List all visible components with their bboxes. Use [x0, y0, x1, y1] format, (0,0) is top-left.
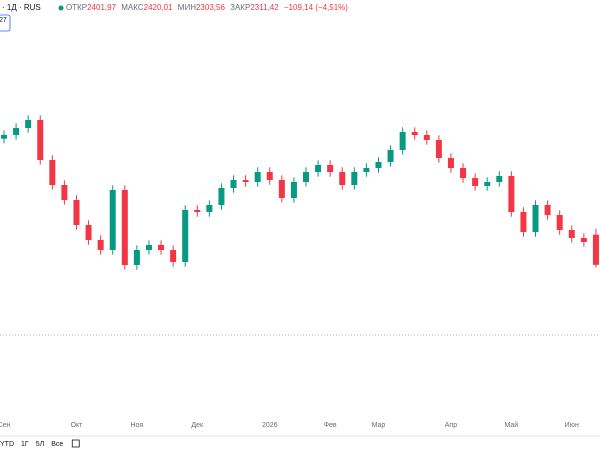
candle-body: [170, 250, 177, 262]
x-tick-label: 2026: [262, 422, 278, 429]
candle-body: [133, 250, 140, 265]
candle-body: [49, 160, 56, 185]
candle-body: [580, 238, 587, 242]
x-tick-label: Дек: [191, 422, 204, 429]
candle-body: [303, 172, 309, 182]
candle-body: [13, 128, 20, 135]
low-value: 2303,56: [196, 3, 225, 12]
calendar-icon[interactable]: [71, 439, 80, 448]
range-button[interactable]: 5Л: [36, 441, 45, 448]
candle-body: [339, 172, 346, 185]
candles: [1, 115, 599, 270]
candle-body: [230, 180, 237, 188]
candle-body: [194, 210, 201, 212]
candle-body: [315, 165, 322, 172]
candle-body: [145, 245, 152, 250]
candle-body: [544, 205, 551, 215]
candle-body: [532, 205, 539, 232]
close-label: ЗАКР: [230, 3, 250, 12]
candle-body: [484, 182, 491, 186]
candle-body: [556, 215, 563, 230]
symbol: · 1Д · RUS: [2, 3, 41, 12]
ohlc-header: ОТКР2401,97 МАКС2420,01 МИН2303,56 ЗАКР2…: [66, 3, 348, 12]
x-tick-label: Мар: [372, 422, 386, 429]
x-tick-label: Окт: [71, 422, 84, 429]
candle-body: [206, 205, 213, 212]
candle-body: [399, 132, 406, 150]
candle-body: [435, 140, 442, 158]
candle-body: [290, 182, 297, 198]
candle-body: [351, 172, 358, 185]
open-value: 2401,97: [87, 3, 116, 12]
candle-body: [121, 190, 128, 265]
candle-body: [278, 180, 285, 198]
candle-body: [1, 135, 7, 139]
candle-body: [37, 120, 44, 160]
candle-body: [182, 210, 189, 262]
close-value: 2311,42: [250, 3, 279, 12]
x-tick-label: Сен: [0, 422, 11, 429]
candle-body: [592, 234, 599, 265]
candle-body: [61, 185, 68, 200]
x-tick-label: Фев: [324, 422, 337, 429]
candle-body: [447, 158, 454, 168]
candle-body: [218, 188, 225, 205]
candle-body: [158, 245, 165, 250]
range-button[interactable]: YTD: [0, 441, 14, 448]
badge: [0, 14, 11, 32]
open-label: ОТКР: [66, 3, 87, 12]
candle-body: [496, 176, 503, 182]
candle-body: [472, 178, 479, 186]
candle-body: [85, 225, 92, 240]
candle-body: [387, 150, 394, 162]
x-tick-label: Ноя: [131, 422, 144, 429]
range-button[interactable]: 1Г: [21, 441, 29, 448]
candle-body: [266, 172, 273, 180]
low-label: МИН: [178, 3, 196, 12]
status-dot: [58, 5, 64, 11]
x-tick-label: Май: [505, 421, 519, 429]
badge-text: 27: [0, 17, 7, 24]
toolbar: YTD 1Г 5Л Все: [0, 439, 80, 448]
change: −109,14 (−4,51%): [284, 3, 348, 12]
candle-body: [520, 212, 527, 232]
candle-body: [508, 176, 515, 212]
candle-body: [423, 135, 430, 140]
candle-body: [73, 200, 80, 225]
high-value: 2420,01: [144, 3, 173, 12]
candle-body: [109, 190, 116, 250]
candle-body: [460, 168, 467, 178]
high-label: МАКС: [121, 3, 144, 12]
x-tick-label: Апр: [445, 422, 457, 429]
candle-body: [411, 132, 418, 135]
candle-body: [375, 162, 382, 168]
range-button[interactable]: Все: [51, 441, 63, 448]
x-tick-label: Июн: [565, 422, 579, 429]
candle-body: [363, 168, 370, 172]
candle-body: [97, 240, 104, 250]
candle-body: [25, 120, 32, 128]
candle-body: [327, 165, 334, 172]
candle-body: [568, 230, 575, 238]
candle-body: [254, 172, 261, 182]
candle-body: [242, 180, 249, 182]
